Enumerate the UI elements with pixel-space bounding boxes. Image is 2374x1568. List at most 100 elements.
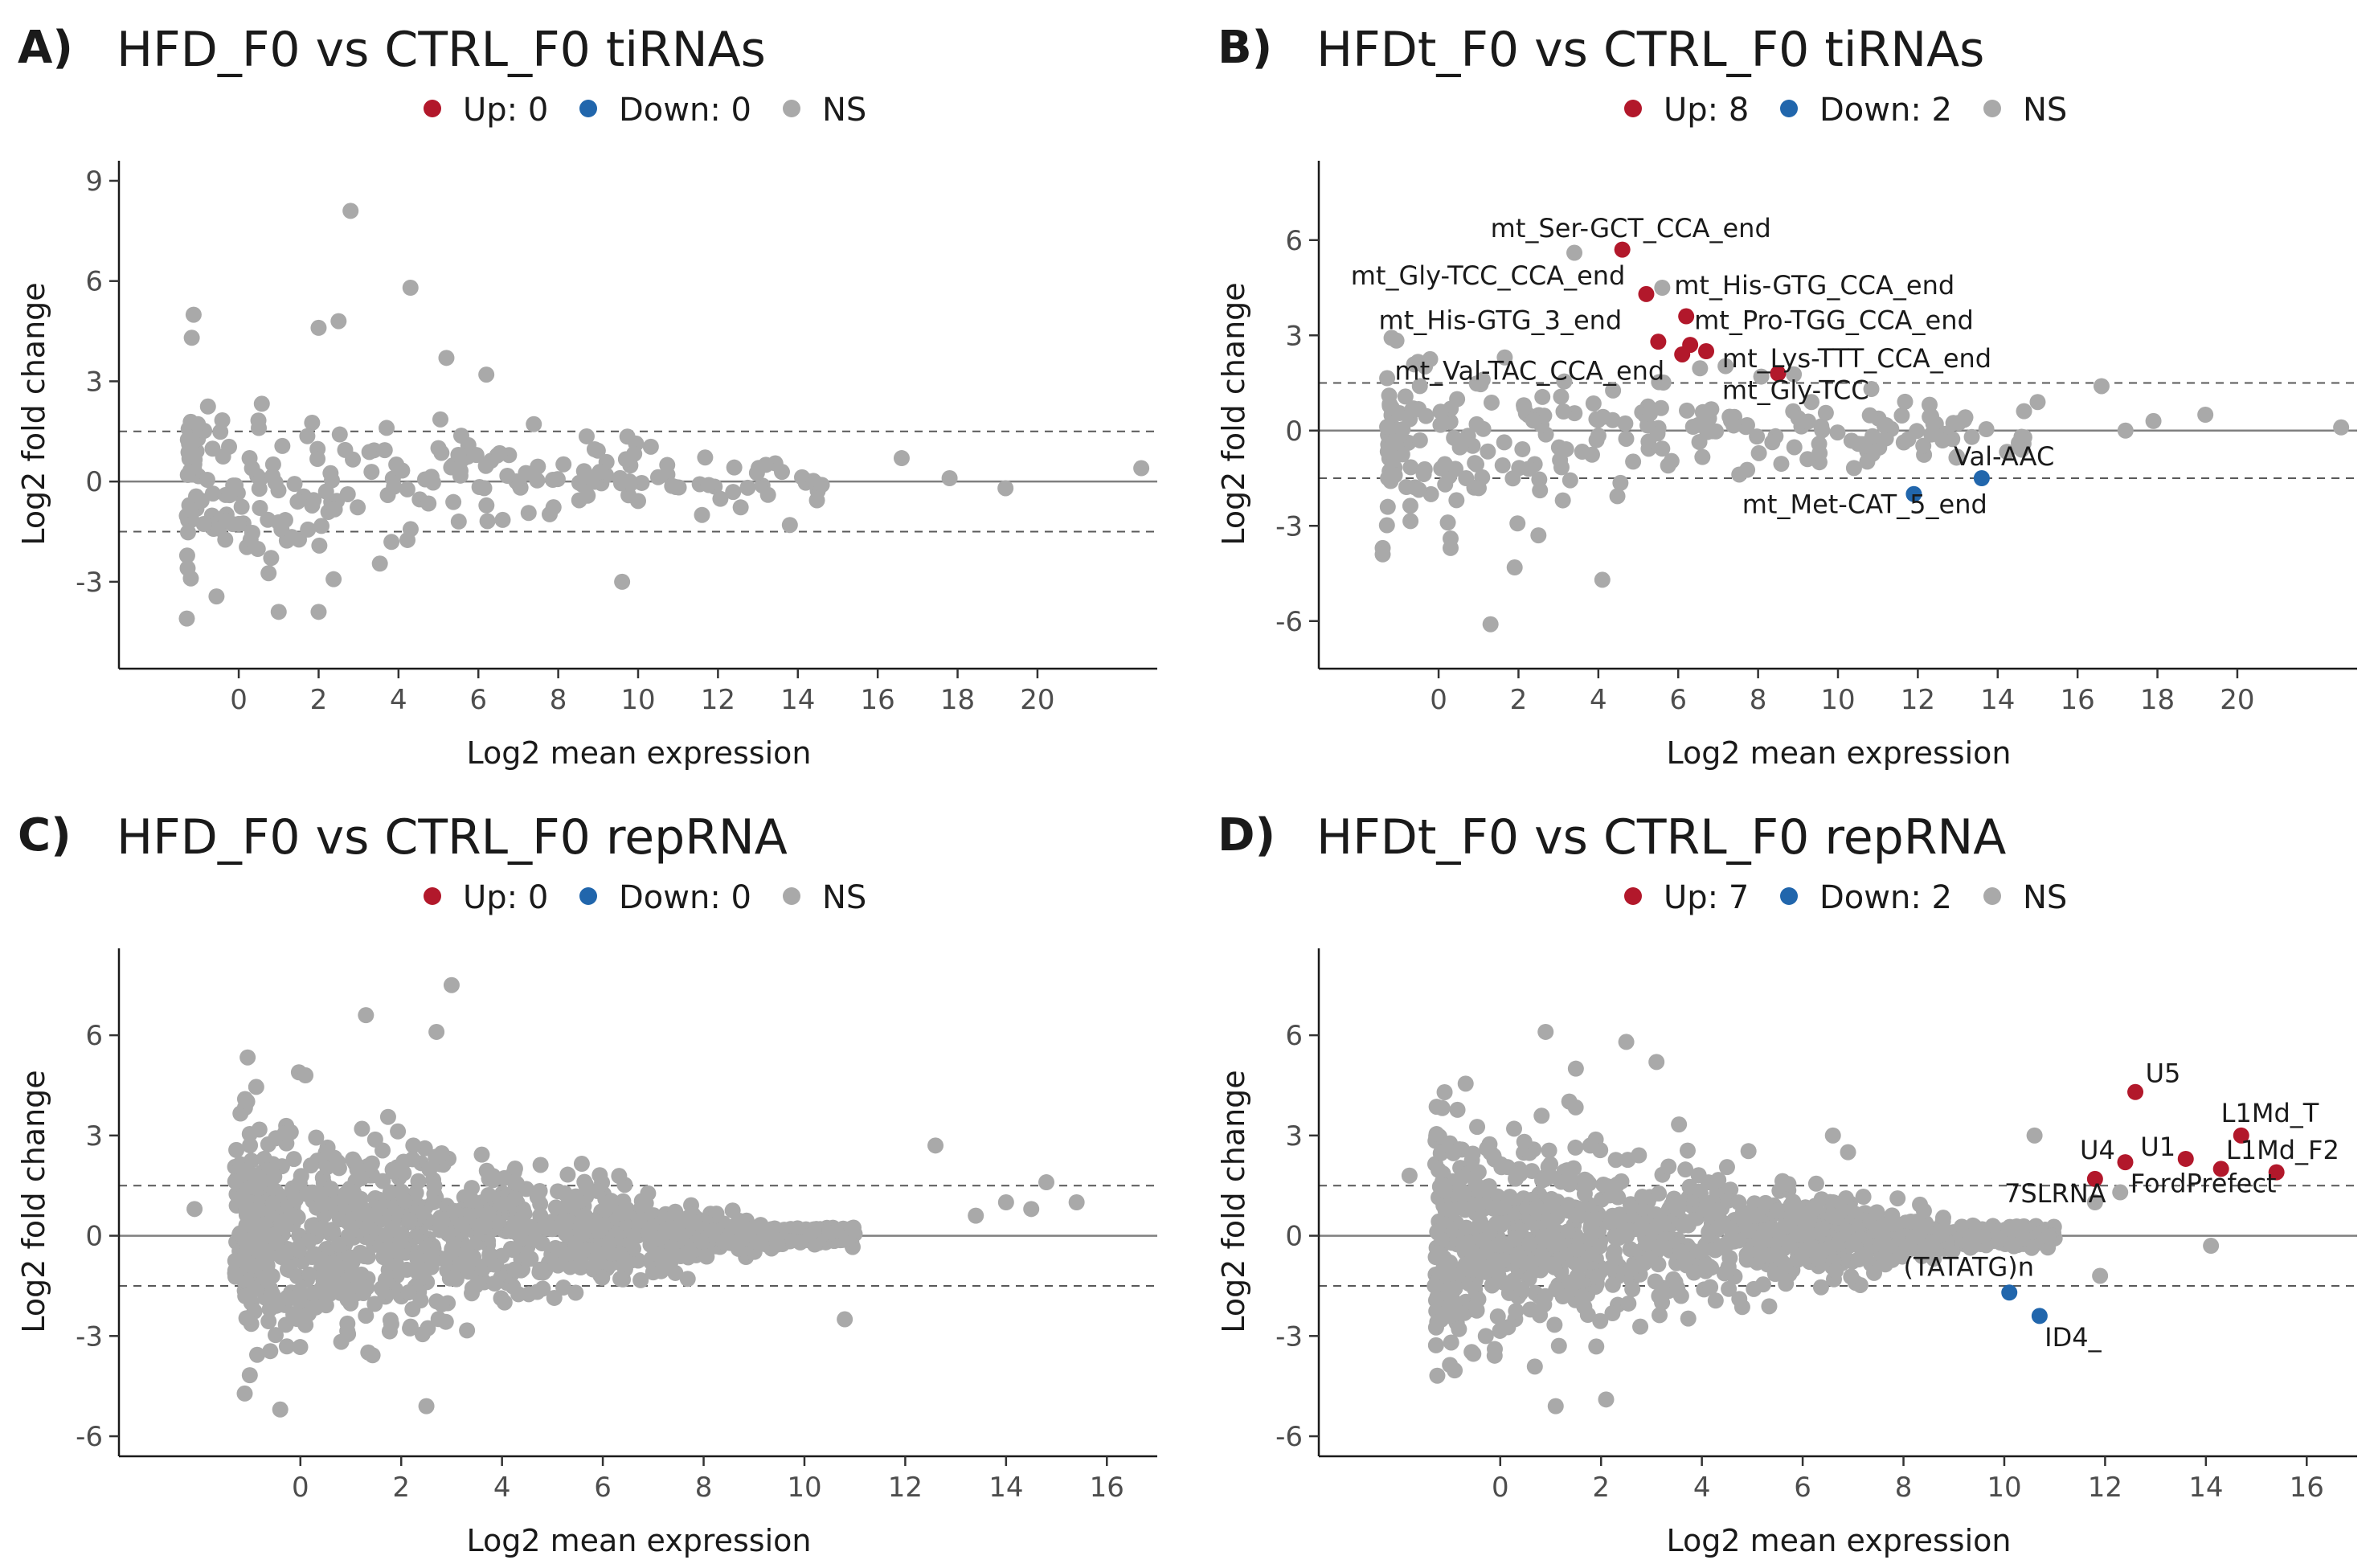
ns-point [544, 472, 561, 489]
ns-point [233, 498, 250, 515]
ns-point [1813, 418, 1830, 435]
ns-point [195, 515, 212, 532]
ns-point [656, 1256, 673, 1273]
ns-point [597, 1202, 614, 1218]
ns-point [1509, 515, 1526, 532]
ns-point [1718, 1159, 1735, 1176]
ns-point [1716, 1265, 1733, 1282]
legend-ns-marker [783, 100, 800, 117]
ns-point [499, 467, 516, 484]
ns-point [673, 1213, 690, 1230]
ns-point [577, 1208, 594, 1225]
ns-point [251, 1121, 268, 1138]
ns-point [236, 1385, 253, 1402]
ns-point [1740, 1143, 1757, 1160]
ns-point [542, 506, 559, 522]
ns-point [1451, 1320, 1467, 1337]
x-tick-label: 4 [390, 684, 407, 716]
ns-point [1567, 1060, 1584, 1077]
ns-point [997, 480, 1014, 497]
ns-point [1569, 1241, 1586, 1258]
x-tick-label: 14 [780, 684, 815, 716]
ns-point [1923, 426, 1940, 443]
ns-point [305, 1184, 321, 1201]
ns-point [1799, 451, 1816, 468]
ns-point [421, 1161, 438, 1177]
ns-point [1679, 402, 1696, 419]
ns-point [893, 450, 910, 467]
ns-point [567, 1284, 584, 1301]
x-tick-label: 2 [392, 1472, 410, 1504]
y-axis-label: Log2 fold change [1216, 282, 1251, 545]
ns-point [555, 456, 572, 473]
ns-point [432, 411, 448, 428]
ns-point [1707, 1292, 1724, 1309]
point-label: mt_His-GTG_3_end [1379, 305, 1623, 335]
ns-point [1422, 485, 1439, 502]
ns-point [1133, 460, 1150, 477]
ns-point [445, 493, 462, 510]
ns-point [576, 1242, 593, 1259]
x-tick-label: 18 [2140, 684, 2175, 716]
point-label: 7SLRNA [2004, 1178, 2106, 1209]
ns-point [1648, 1054, 1665, 1071]
ns-point [1432, 403, 1449, 420]
y-tick-label: 6 [1285, 225, 1303, 257]
y-tick-label: 3 [85, 1120, 103, 1152]
ns-point [1574, 444, 1590, 461]
ns-point [356, 1248, 373, 1265]
ns-point [1434, 1231, 1451, 1248]
x-tick-label: 8 [695, 1472, 713, 1504]
ns-point [297, 1067, 314, 1083]
panel-letter: C) [18, 809, 72, 862]
ns-point [547, 1199, 564, 1216]
y-tick-label: 0 [85, 466, 103, 498]
ns-point [1776, 1231, 1793, 1248]
ns-point [315, 1271, 332, 1288]
ns-point [1757, 1222, 1774, 1239]
ns-point [1897, 393, 1914, 410]
ns-point [396, 1193, 413, 1210]
ns-point [1541, 1142, 1557, 1159]
ns-point [641, 1225, 657, 1242]
ns-point [526, 1231, 543, 1248]
ns-point [1921, 1238, 1938, 1255]
y-tick-label: -6 [1275, 606, 1303, 638]
ns-point [927, 1137, 944, 1154]
ns-point [1612, 1207, 1629, 1224]
ns-point [1550, 1337, 1567, 1354]
chart-title: HFD_F0 vs CTRL_F0 tiRNAs [117, 22, 766, 78]
ns-point [2093, 378, 2110, 395]
ns-point [1397, 388, 1414, 405]
ns-point [486, 1275, 503, 1292]
ns-point [700, 477, 717, 493]
ns-point [363, 1155, 380, 1172]
x-tick-label: 14 [2188, 1472, 2223, 1504]
x-tick-label: 6 [594, 1472, 612, 1504]
ns-point [1533, 1107, 1550, 1124]
ns-point [289, 493, 306, 510]
ns-point [1850, 1251, 1867, 1267]
ns-point [476, 1218, 493, 1235]
ns-point [1545, 1213, 1562, 1230]
ns-point [390, 1123, 407, 1140]
ns-point [1775, 1174, 1792, 1191]
ns-point [739, 479, 756, 496]
ns-point [1516, 399, 1533, 416]
ns-point [330, 313, 347, 330]
ns-point [1963, 428, 1980, 445]
ns-point [1577, 1171, 1594, 1188]
ns-point [376, 442, 393, 459]
up-point [2127, 1083, 2144, 1100]
ns-point [1618, 1034, 1635, 1050]
ns-point [2203, 1238, 2220, 1255]
ns-point [1824, 1127, 1841, 1144]
x-tick-label: 18 [940, 684, 975, 716]
ns-point [1610, 1189, 1627, 1206]
ns-point [459, 1246, 476, 1263]
plot-area: mt_Ser-GCT_CCA_end mt_Gly-TCC_CCA_end mt_H… [1275, 161, 2357, 716]
ns-point [276, 1125, 293, 1142]
ns-point [1548, 1281, 1565, 1298]
ns-point [1623, 1198, 1639, 1215]
